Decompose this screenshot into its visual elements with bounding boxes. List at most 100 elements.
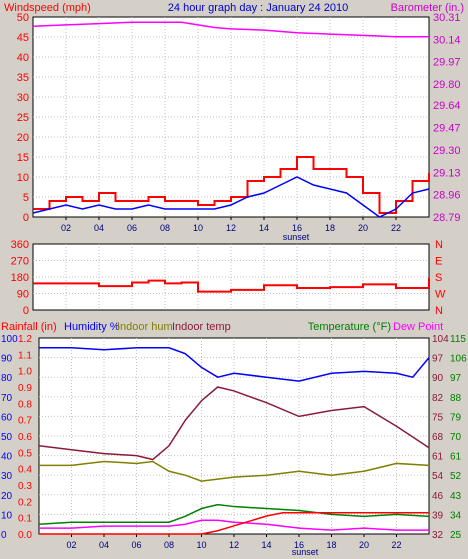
- temperature-tick-label: 39: [432, 510, 444, 521]
- temperature-tick-label: 68: [432, 432, 444, 443]
- rainfall-tick-label: 0.9: [18, 383, 32, 394]
- rainfall-axis-title: Rainfall (in): [1, 321, 57, 333]
- rainfall-tick-label: 1.0: [18, 367, 32, 378]
- sunset-annotation: sunset: [292, 547, 319, 557]
- indoor-humidity-line: [39, 460, 430, 482]
- rainfall-tick-label: 0.1: [18, 514, 32, 525]
- windspeed-tick-label: 0: [23, 212, 29, 224]
- rainfall-tick-label: 0.3: [18, 481, 32, 492]
- barometer-tick-label: 28.79: [433, 212, 461, 224]
- indoor-temp-tick-label: 79: [450, 412, 462, 423]
- windspeed-tick-labels: 0 5 10 15 20 25 30 35 40 45 50: [17, 12, 29, 224]
- wind-barometer-panel: Windspeed (mph) 24 hour graph day : Janu…: [4, 2, 464, 242]
- windspeed-tick-label: 15: [17, 152, 29, 164]
- rainfall-tick-label: 0.8: [18, 399, 32, 410]
- rain-humidity-temperature-panel: Rainfall (in) Humidity % Indoor hum Indo…: [1, 321, 467, 557]
- barometer-tick-label: 30.14: [433, 34, 461, 46]
- humidity-tick-label: 40: [1, 452, 13, 463]
- windspeed-tick-label: 40: [17, 52, 29, 64]
- indoor-temp-tick-label: 115: [450, 334, 466, 345]
- x-tick-label: 08: [160, 223, 170, 233]
- indoor-temp-tick-label: 52: [450, 471, 462, 482]
- indoor-temp-tick-label: 88: [450, 393, 462, 404]
- rainfall-tick-label: 1.1: [18, 350, 32, 361]
- x-tick-label: 22: [391, 540, 401, 550]
- humidity-tick-label: 70: [1, 393, 13, 404]
- humidity-tick-label: 60: [1, 412, 13, 423]
- indoor-hum-axis-title: Indoor hum: [117, 321, 173, 333]
- compass-tick-label: W: [435, 289, 446, 301]
- indoor-temp-tick-label: 70: [450, 432, 462, 443]
- temperature-tick-label: 54: [432, 471, 444, 482]
- x-tick-label: 16: [294, 540, 304, 550]
- x-tick-label: 08: [164, 540, 174, 550]
- x-tick-label: 02: [66, 540, 76, 550]
- x-tick-label: 06: [131, 540, 141, 550]
- windspeed-tick-label: 30: [17, 92, 29, 104]
- x-tick-label: 10: [193, 223, 203, 233]
- humidity-tick-label: 30: [1, 471, 13, 482]
- indoor-temp-axis-title: Indoor temp: [172, 321, 231, 333]
- x-tick-label: 12: [229, 540, 239, 550]
- humidity-tick-label: 100: [1, 334, 18, 345]
- x-tick-labels: 02 04 06 08 10 12 14 16 18 20 22: [66, 534, 402, 550]
- temperature-tick-label: 75: [432, 412, 444, 423]
- temperature-tick-label: 104: [432, 334, 449, 345]
- compass-tick-label: S: [435, 272, 442, 284]
- indoor-temp-tick-label: 61: [450, 452, 462, 463]
- windspeed-tick-label: 5: [23, 192, 29, 204]
- windspeed-tick-label: 45: [17, 32, 29, 44]
- temperature-line: [38, 503, 430, 525]
- x-tick-label: 16: [292, 223, 302, 233]
- rainfall-tick-label: 0.7: [18, 416, 32, 427]
- x-tick-label: 04: [99, 540, 109, 550]
- x-tick-label: 20: [359, 540, 369, 550]
- humidity-axis-title: Humidity %: [64, 321, 120, 333]
- wind-direction-line: [33, 277, 430, 293]
- compass-tick-label: E: [435, 256, 442, 268]
- direction-tick-label: 360: [11, 239, 29, 251]
- rainfall-tick-label: 0.0: [18, 530, 32, 541]
- wind-average-line: [32, 176, 430, 218]
- grid: [39, 338, 429, 534]
- x-tick-labels: 02 04 06 08 10 12 14 16 18 20 22: [61, 217, 401, 233]
- temperature-axis-title: Temperature (°F): [308, 321, 391, 333]
- windspeed-tick-label: 20: [17, 132, 29, 144]
- direction-tick-label: 90: [17, 289, 29, 301]
- rainfall-tick-label: 0.6: [18, 432, 32, 443]
- barometer-line: [32, 21, 429, 38]
- windspeed-line: [33, 156, 430, 214]
- temperature-tick-label: 32: [432, 530, 444, 541]
- barometer-axis-title: Barometer (in.): [391, 2, 464, 14]
- windspeed-tick-label: 35: [17, 72, 29, 84]
- barometer-tick-labels: 28.79 28.96 29.13 29.30 29.47 29.64 29.80 29.97…: [433, 12, 461, 224]
- compass-tick-label: N: [435, 239, 443, 251]
- rainfall-tick-label: 0.2: [18, 497, 32, 508]
- direction-tick-label: 270: [11, 256, 29, 268]
- x-tick-label: 18: [325, 223, 335, 233]
- x-tick-label: 22: [391, 223, 401, 233]
- temperature-tick-label: 46: [432, 491, 444, 502]
- x-tick-label: 14: [261, 540, 271, 550]
- rainfall-tick-label: 1.2: [18, 334, 32, 345]
- x-tick-label: 04: [94, 223, 104, 233]
- series-lines: [33, 277, 430, 293]
- temperature-tick-label: 82: [432, 393, 444, 404]
- windspeed-axis-title: Windspeed (mph): [4, 2, 91, 14]
- barometer-tick-label: 29.97: [433, 57, 461, 69]
- series-lines: [38, 347, 430, 535]
- series-lines: [32, 21, 430, 218]
- grid: [33, 244, 429, 310]
- barometer-tick-label: 29.47: [433, 123, 461, 135]
- barometer-tick-label: 29.80: [433, 79, 461, 91]
- humidity-tick-label: 20: [1, 491, 13, 502]
- x-tick-label: 20: [358, 223, 368, 233]
- indoor-temperature-line: [38, 386, 430, 461]
- temperature-tick-label: 97: [432, 354, 444, 365]
- direction-tick-label: 0: [23, 305, 29, 317]
- temperature-tick-label: 61: [432, 452, 444, 463]
- indoor-temp-tick-label: 97: [450, 373, 462, 384]
- humidity-tick-label: 80: [1, 373, 13, 384]
- humidity-tick-label: 0: [1, 530, 7, 541]
